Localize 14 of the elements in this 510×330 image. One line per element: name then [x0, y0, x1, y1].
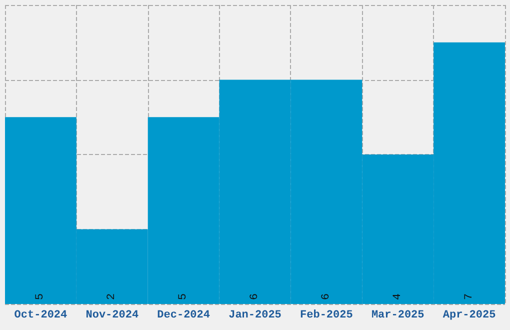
data-label: 5 — [178, 293, 190, 300]
x-tick-label: Mar-2025 — [371, 310, 425, 322]
data-label: 4 — [392, 293, 404, 300]
data-label: 6 — [320, 293, 332, 300]
x-tick-label: Jan-2025 — [228, 310, 282, 322]
data-label: 6 — [249, 293, 261, 300]
x-tick-label: Feb-2025 — [300, 310, 354, 322]
x-tick-label: Dec-2024 — [157, 310, 210, 322]
data-label: 5 — [34, 293, 47, 300]
x-tick-label: Nov-2024 — [86, 310, 139, 322]
x-tick-label: Oct-2024 — [14, 310, 68, 322]
data-label: 7 — [463, 293, 476, 300]
x-tick-label: Apr-2025 — [442, 310, 496, 322]
data-label: 2 — [106, 293, 118, 300]
